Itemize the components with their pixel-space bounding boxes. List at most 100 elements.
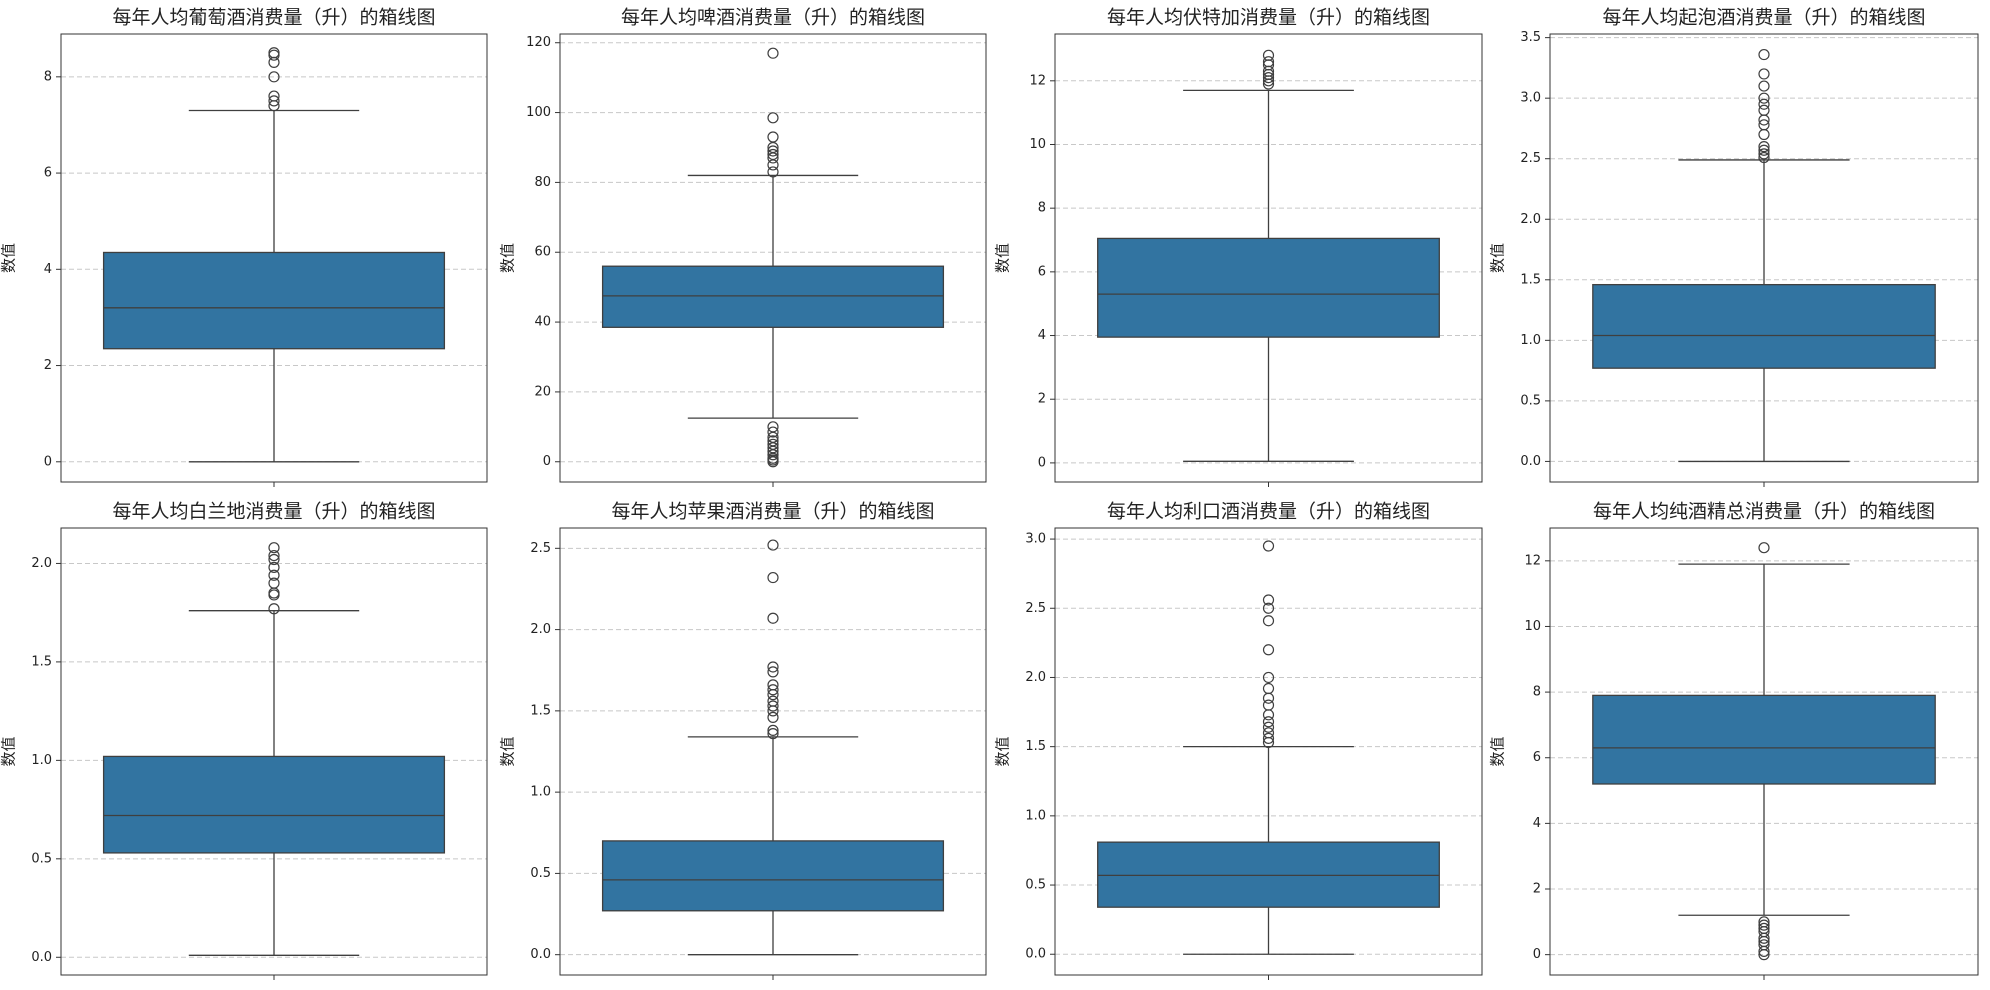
axes-frame bbox=[559, 527, 987, 976]
y-axis-label: 数值 bbox=[1489, 243, 1507, 273]
outlier bbox=[1262, 594, 1275, 606]
outlier bbox=[1262, 709, 1275, 721]
chart-title: 每年人均啤酒消费量（升）的箱线图 bbox=[621, 7, 925, 29]
y-tick-label: 2 bbox=[1533, 882, 1541, 897]
outlier bbox=[767, 456, 779, 468]
chart-title: 每年人均苹果酒消费量（升）的箱线图 bbox=[611, 501, 934, 523]
y-tick-label: 2 bbox=[44, 358, 52, 373]
outlier bbox=[767, 700, 779, 712]
outlier bbox=[1262, 727, 1275, 739]
outlier bbox=[268, 603, 280, 615]
axes-frame bbox=[1054, 33, 1483, 483]
y-tick-label: 0 bbox=[44, 454, 52, 469]
y-tick-label: 6 bbox=[44, 166, 52, 181]
outlier bbox=[1758, 119, 1770, 131]
y-tick-label: 20 bbox=[534, 384, 551, 399]
box bbox=[601, 840, 945, 912]
outlier bbox=[1758, 151, 1770, 164]
y-tick-label: 0 bbox=[1038, 455, 1046, 470]
box bbox=[1097, 237, 1440, 338]
outlier bbox=[767, 666, 779, 678]
outlier bbox=[1758, 144, 1770, 156]
chart-title: 每年人均纯酒精总消费量（升）的箱线图 bbox=[1593, 501, 1935, 523]
y-axis-label: 数值 bbox=[499, 736, 517, 766]
y-tick-label: 2 bbox=[1038, 392, 1046, 407]
outlier bbox=[1262, 721, 1275, 733]
outlier bbox=[268, 569, 280, 581]
y-tick-label: 2.0 bbox=[31, 556, 52, 571]
outlier bbox=[767, 612, 779, 624]
axes-frame bbox=[1549, 527, 1979, 976]
outlier bbox=[1758, 932, 1770, 944]
outlier bbox=[1262, 699, 1275, 711]
box bbox=[1097, 841, 1440, 908]
outlier bbox=[1262, 602, 1275, 614]
outlier bbox=[1758, 949, 1770, 961]
y-tick-label: 10 bbox=[1524, 619, 1541, 634]
outlier bbox=[1758, 98, 1770, 110]
outlier bbox=[1262, 540, 1275, 552]
outlier bbox=[767, 684, 779, 696]
outlier bbox=[767, 724, 779, 736]
outlier bbox=[767, 166, 779, 178]
y-tick-label: 0.0 bbox=[1025, 947, 1046, 962]
y-tick-label: 120 bbox=[526, 35, 551, 50]
y-tick-label: 0 bbox=[543, 454, 551, 469]
y-tick-label: 2.5 bbox=[530, 541, 551, 556]
y-tick-label: 4 bbox=[1533, 816, 1541, 831]
y-tick-label: 8 bbox=[1533, 685, 1541, 700]
y-tick-label: 1.0 bbox=[1520, 333, 1541, 348]
y-tick-label: 4 bbox=[44, 262, 52, 277]
y-axis-label: 数值 bbox=[0, 736, 18, 766]
y-tick-label: 4 bbox=[1038, 328, 1046, 343]
y-tick-label: 3.5 bbox=[1520, 30, 1541, 45]
box bbox=[102, 251, 446, 350]
y-tick-label: 1.5 bbox=[1025, 739, 1046, 754]
y-tick-label: 40 bbox=[534, 315, 551, 330]
outlier bbox=[767, 131, 779, 143]
y-tick-label: 0.5 bbox=[530, 866, 551, 881]
outlier bbox=[767, 539, 779, 551]
y-tick-label: 0.5 bbox=[1520, 393, 1541, 408]
outlier bbox=[1262, 615, 1275, 627]
y-tick-label: 0.5 bbox=[1025, 878, 1046, 893]
outlier bbox=[1262, 671, 1275, 684]
y-tick-label: 1.5 bbox=[530, 703, 551, 718]
outlier bbox=[767, 695, 779, 707]
y-tick-label: 8 bbox=[44, 69, 52, 84]
y-tick-label: 10 bbox=[1029, 137, 1046, 152]
y-tick-label: 2.0 bbox=[1520, 212, 1541, 227]
outlier bbox=[268, 71, 280, 83]
outlier bbox=[1758, 104, 1770, 116]
outlier bbox=[1262, 644, 1275, 656]
outlier bbox=[268, 549, 280, 562]
y-tick-label: 2.0 bbox=[530, 622, 551, 637]
y-tick-label: 8 bbox=[1038, 201, 1046, 216]
outlier bbox=[1758, 92, 1770, 104]
outlier bbox=[767, 449, 779, 461]
axes-frame bbox=[60, 527, 488, 976]
outlier bbox=[1758, 945, 1770, 957]
outlier bbox=[767, 661, 779, 673]
outlier bbox=[767, 148, 779, 161]
outlier bbox=[1262, 682, 1275, 695]
outlier bbox=[1262, 72, 1275, 84]
y-tick-label: 1.5 bbox=[31, 654, 52, 669]
y-tick-label: 2.5 bbox=[1520, 151, 1541, 166]
outlier bbox=[1262, 716, 1275, 728]
box bbox=[102, 755, 446, 854]
outlier bbox=[1758, 919, 1770, 931]
axes-frame bbox=[559, 33, 987, 483]
chart-title: 每年人均葡萄酒消费量（升）的箱线图 bbox=[112, 7, 435, 29]
outlier bbox=[767, 112, 779, 124]
y-tick-label: 80 bbox=[534, 175, 551, 190]
outlier bbox=[767, 711, 779, 723]
chart-title: 每年人均伏特加消费量（升）的箱线图 bbox=[1107, 7, 1430, 29]
outlier bbox=[1262, 692, 1275, 704]
outlier bbox=[268, 542, 280, 554]
outlier bbox=[767, 145, 779, 157]
outlier bbox=[268, 95, 280, 107]
y-tick-label: 60 bbox=[534, 245, 551, 260]
outlier bbox=[1758, 148, 1770, 160]
y-axis-label: 数值 bbox=[0, 243, 18, 273]
